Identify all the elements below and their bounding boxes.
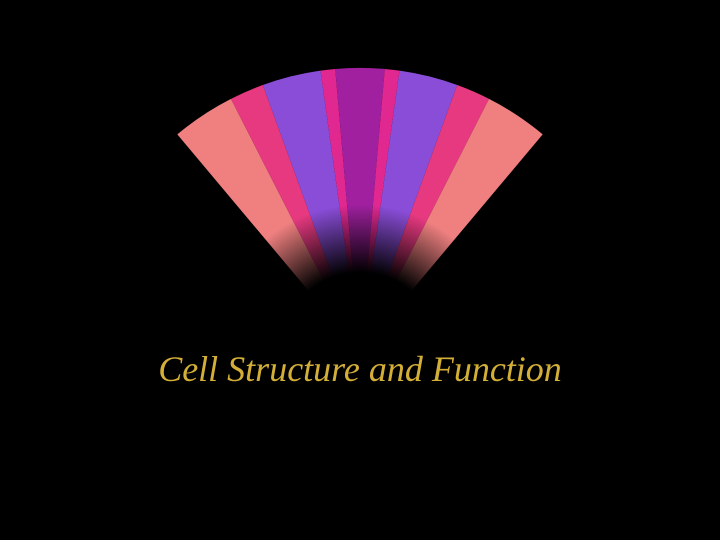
slide-title: Cell Structure and Function <box>0 348 720 390</box>
fan-graphic <box>80 30 640 390</box>
slide-container: Cell Structure and Function <box>0 0 720 540</box>
fan-center-fade <box>80 68 640 390</box>
fan-svg <box>80 30 640 390</box>
